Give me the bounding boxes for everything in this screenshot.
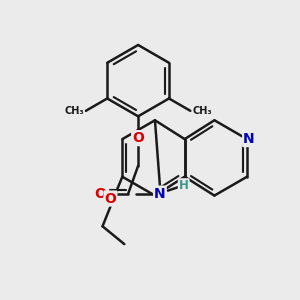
Text: O: O xyxy=(94,187,106,201)
Text: CH₃: CH₃ xyxy=(192,106,212,116)
Text: O: O xyxy=(132,131,144,145)
Text: N: N xyxy=(243,132,255,146)
Text: H: H xyxy=(179,179,189,192)
Text: CH₃: CH₃ xyxy=(64,106,84,116)
Text: O: O xyxy=(104,191,116,206)
Text: N: N xyxy=(154,187,166,201)
